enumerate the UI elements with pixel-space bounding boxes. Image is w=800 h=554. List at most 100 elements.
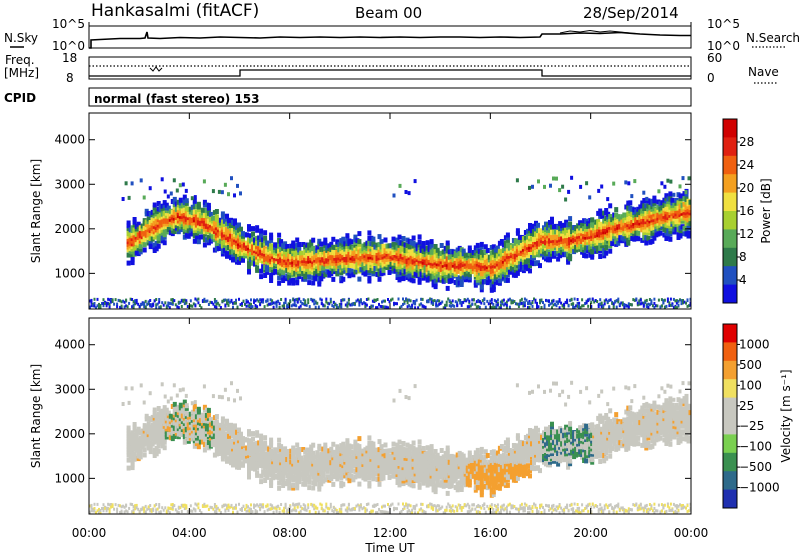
power-cell [150,303,153,307]
power-cell [156,243,161,249]
power-cell [456,304,459,308]
power-cell [627,181,631,186]
power-cell [164,301,167,305]
power-cell [253,261,257,267]
power-cell [338,302,341,306]
power-cell [349,260,354,266]
power-cell [536,301,538,305]
frequency-panel: Freq. [MHz] 18 8 60 0 Nave [4,51,779,85]
power-cell [236,305,239,309]
power-cell [127,195,131,200]
power-cell [283,304,286,308]
power-cell [435,274,440,280]
power-cell [555,300,558,304]
power-cell [250,302,252,306]
power-cell [403,256,408,262]
power-cell [251,231,255,237]
power-cell [578,225,583,231]
power-cell [350,303,353,307]
power-cell [266,303,269,307]
power-cell [323,237,328,243]
power-cell [334,303,337,306]
power-cell [689,297,691,301]
power-cell [177,306,180,309]
power-cell [591,297,594,301]
power-cell [429,239,434,245]
power-cell [478,300,481,304]
power-cell [213,300,216,304]
power-cell [550,246,554,252]
power-cell [443,275,448,281]
power-cell [371,271,376,277]
power-cell [417,277,422,283]
power-cell [505,235,510,241]
power-cell [612,302,615,306]
power-cell [345,265,350,271]
power-cell [132,222,137,228]
power-cell [415,298,418,302]
power-cell [454,300,457,304]
power-cell [376,306,379,309]
power-cell [677,299,680,303]
power-cell [382,299,385,303]
power-cell [257,299,260,303]
velocity-cell [285,449,290,454]
power-cell [523,238,528,244]
power-cell [347,298,350,302]
power-cell [283,249,288,255]
power-cell [590,254,595,260]
velocity-cell [313,454,318,460]
power-cell [321,268,326,274]
velocity-cell [172,401,177,407]
power-cell [561,304,564,308]
power-cell [463,271,468,277]
power-cell [463,255,468,261]
velocity-cell [148,446,153,452]
power-cell [229,300,231,304]
power-cell [347,273,352,279]
velocity-cell [283,446,288,452]
power-cell [527,301,529,305]
power-cell [378,302,380,306]
power-cell [442,306,445,309]
velocity-cell [313,465,318,471]
power-cell [548,299,550,303]
power-cell [184,198,189,204]
power-cell [253,250,257,256]
power-cell [499,239,504,244]
power-cell [612,181,616,186]
power-cell [477,305,480,309]
power-cell [183,298,186,302]
velocity-cell [196,444,201,450]
power-cell [554,242,558,248]
power-cell [260,298,263,302]
power-cell [373,244,378,250]
power-cell [130,260,135,266]
velocity-cell [247,469,251,475]
power-cell [407,271,412,277]
power-cell [584,240,589,245]
power-cell [570,298,573,302]
velocity-cell [164,434,169,440]
power-cell [364,302,367,306]
power-cell [162,224,167,230]
power-cell [644,213,649,219]
power-cell [584,248,589,254]
power-cell [192,238,197,244]
power-cell [680,299,683,303]
power-cell [90,298,93,302]
power-cell [538,263,542,269]
velocity-cell [297,447,302,452]
power-cell [493,268,498,274]
power-cell [185,299,188,303]
power-cell [194,297,197,301]
power-cell [657,298,660,302]
power-cell [483,244,488,250]
power-cell [375,298,377,302]
power-cell [429,244,434,250]
power-cell [218,303,221,307]
velocity-cell [263,478,268,483]
power-cell [311,299,314,303]
power-cell [281,272,286,278]
velocity-cell [222,434,227,440]
